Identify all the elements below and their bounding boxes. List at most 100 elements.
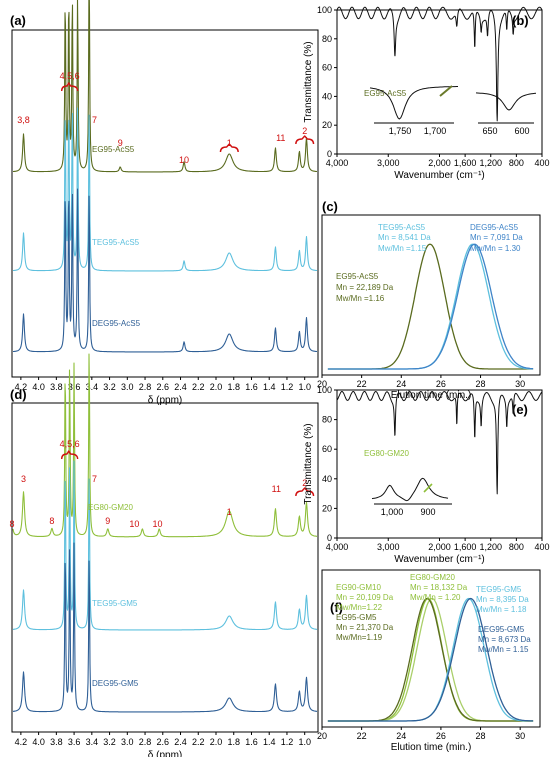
spectrum-EG80-GM20 [12, 353, 318, 538]
inset-curve [475, 92, 537, 111]
peak-label: 11 [276, 133, 285, 143]
x-tick-label: 1.2 [281, 737, 294, 747]
peak-label: 10 [152, 519, 162, 529]
x-tick-label: 400 [534, 542, 549, 552]
x-tick-label: 1.8 [227, 737, 240, 747]
x-tick-label: 4.2 [15, 737, 28, 747]
panel-label-c: (c) [322, 199, 338, 214]
x-tick-label: 30 [515, 731, 525, 741]
y-axis-label: Transmittance (%) [303, 41, 314, 122]
ir-spectrum [336, 391, 543, 495]
series-name: TEG95-AcS5 [378, 223, 426, 232]
brace [219, 143, 239, 153]
x-tick-label: 3.6 [68, 737, 81, 747]
inset-curve [371, 477, 449, 502]
y-tick-label: 100 [317, 5, 332, 15]
peak-label: 8 [9, 519, 14, 529]
series-pdi: Mw/Mn = 1.30 [470, 244, 521, 253]
series-mn: Mn = 8,673 Da [478, 635, 531, 644]
series-mn: Mn = 21,370 Da [336, 623, 394, 632]
panel-label-d: (d) [10, 387, 27, 402]
panel-label-b: (b) [512, 13, 529, 28]
peak-label: 3,8 [17, 115, 30, 125]
series-mn: Mn = 8,541 Da [378, 233, 431, 242]
series-pdi: Mw/Mn = 1.18 [476, 605, 527, 614]
series-pdi: Mw/Mn=1.19 [336, 633, 383, 642]
x-tick-label: 3,000 [377, 542, 400, 552]
x-tick-label: 2.4 [174, 382, 187, 392]
series-name: DEG95-GM5 [92, 679, 139, 688]
y-tick-label: 0 [327, 533, 332, 543]
y-tick-label: 100 [317, 385, 332, 395]
x-tick-label: 1,600 [454, 542, 477, 552]
x-tick-label: 1.0 [298, 737, 311, 747]
x-tick-label: 24 [396, 379, 406, 389]
series-pdi: Mw/Mn = 1.15 [478, 645, 529, 654]
x-tick-label: 28 [476, 731, 486, 741]
x-tick-label: 1.6 [245, 382, 258, 392]
peak-label: 10 [129, 519, 139, 529]
series-mn: Mn = 20,109 Da [336, 593, 394, 602]
y-tick-label: 40 [322, 474, 332, 484]
x-tick-label: 800 [509, 542, 524, 552]
x-tick-label: 3.4 [86, 737, 99, 747]
inset-tick: 600 [514, 126, 529, 136]
gpc-curve-DEG95-GM5 [327, 597, 534, 722]
peak-label: 4,5,6 [60, 439, 80, 449]
y-tick-label: 60 [322, 444, 332, 454]
x-tick-label: 1,600 [454, 158, 477, 168]
x-axis-label: Wavenumber (cm⁻¹) [394, 554, 484, 565]
x-tick-label: 1.4 [263, 382, 276, 392]
gpc-frame-f [321, 569, 541, 728]
peak-label: 1 [227, 507, 232, 517]
peak-label: 2 [302, 478, 307, 488]
peak-label: 7 [92, 474, 97, 484]
gpc-curve-EG95-AcS5 [327, 243, 534, 370]
x-tick-label: 2.8 [139, 737, 152, 747]
spectrum-TEG95-AcS5 [12, 107, 318, 272]
series-name: EG90-GM10 [336, 583, 381, 592]
x-tick-label: 20 [317, 379, 327, 389]
nmr-frame-a [11, 29, 319, 378]
y-tick-label: 80 [322, 34, 332, 44]
x-tick-label: 4,000 [326, 158, 349, 168]
series-pdi: Mw/Mn =1.15 [378, 244, 427, 253]
x-tick-label: 28 [476, 379, 486, 389]
gpc-frame-c [321, 214, 541, 376]
x-tick-label: 3.8 [50, 382, 63, 392]
series-name: EG80-GM20 [410, 573, 455, 582]
x-tick-label: 1,200 [479, 542, 502, 552]
x-tick-label: 4.0 [32, 737, 45, 747]
series-mn: Mn = 22,189 Da [336, 283, 394, 292]
spectrum-EG95-AcS5 [12, 0, 318, 173]
series-name: TEG95-GM5 [476, 585, 522, 594]
series-pdi: Mw/Mn=1.22 [336, 603, 383, 612]
spectrum-DEG95-GM5 [12, 542, 318, 713]
spectrum-TEG95-GM5 [12, 460, 318, 631]
inset-curve [369, 86, 458, 120]
series-name: EG95-GM5 [336, 613, 377, 622]
series-name: TEG95-GM5 [92, 599, 138, 608]
brace [295, 487, 315, 497]
x-tick-label: 3.2 [103, 737, 116, 747]
x-tick-label: 2.8 [139, 382, 152, 392]
x-tick-label: 24 [396, 731, 406, 741]
brace [60, 82, 79, 92]
x-tick-label: 2.2 [192, 382, 205, 392]
y-axis-label: Transmittance (%) [303, 423, 314, 504]
series-mn: Mn = 7,091 Da [470, 233, 523, 242]
x-axis-label: δ (ppm) [148, 750, 182, 757]
x-tick-label: 3,000 [377, 158, 400, 168]
peak-label: 4,5,6 [60, 71, 80, 81]
nmr-frame-d [11, 402, 319, 733]
x-tick-label: 2.2 [192, 737, 205, 747]
peak-label: 11 [272, 484, 281, 494]
y-tick-label: 20 [322, 503, 332, 513]
x-tick-label: 2.4 [174, 737, 187, 747]
x-tick-label: 3.8 [50, 737, 63, 747]
x-tick-label: 800 [509, 158, 524, 168]
series-name: DEG95-GM5 [478, 625, 525, 634]
x-tick-label: 4,000 [326, 542, 349, 552]
x-axis-label: Elution time (min.) [391, 390, 472, 401]
